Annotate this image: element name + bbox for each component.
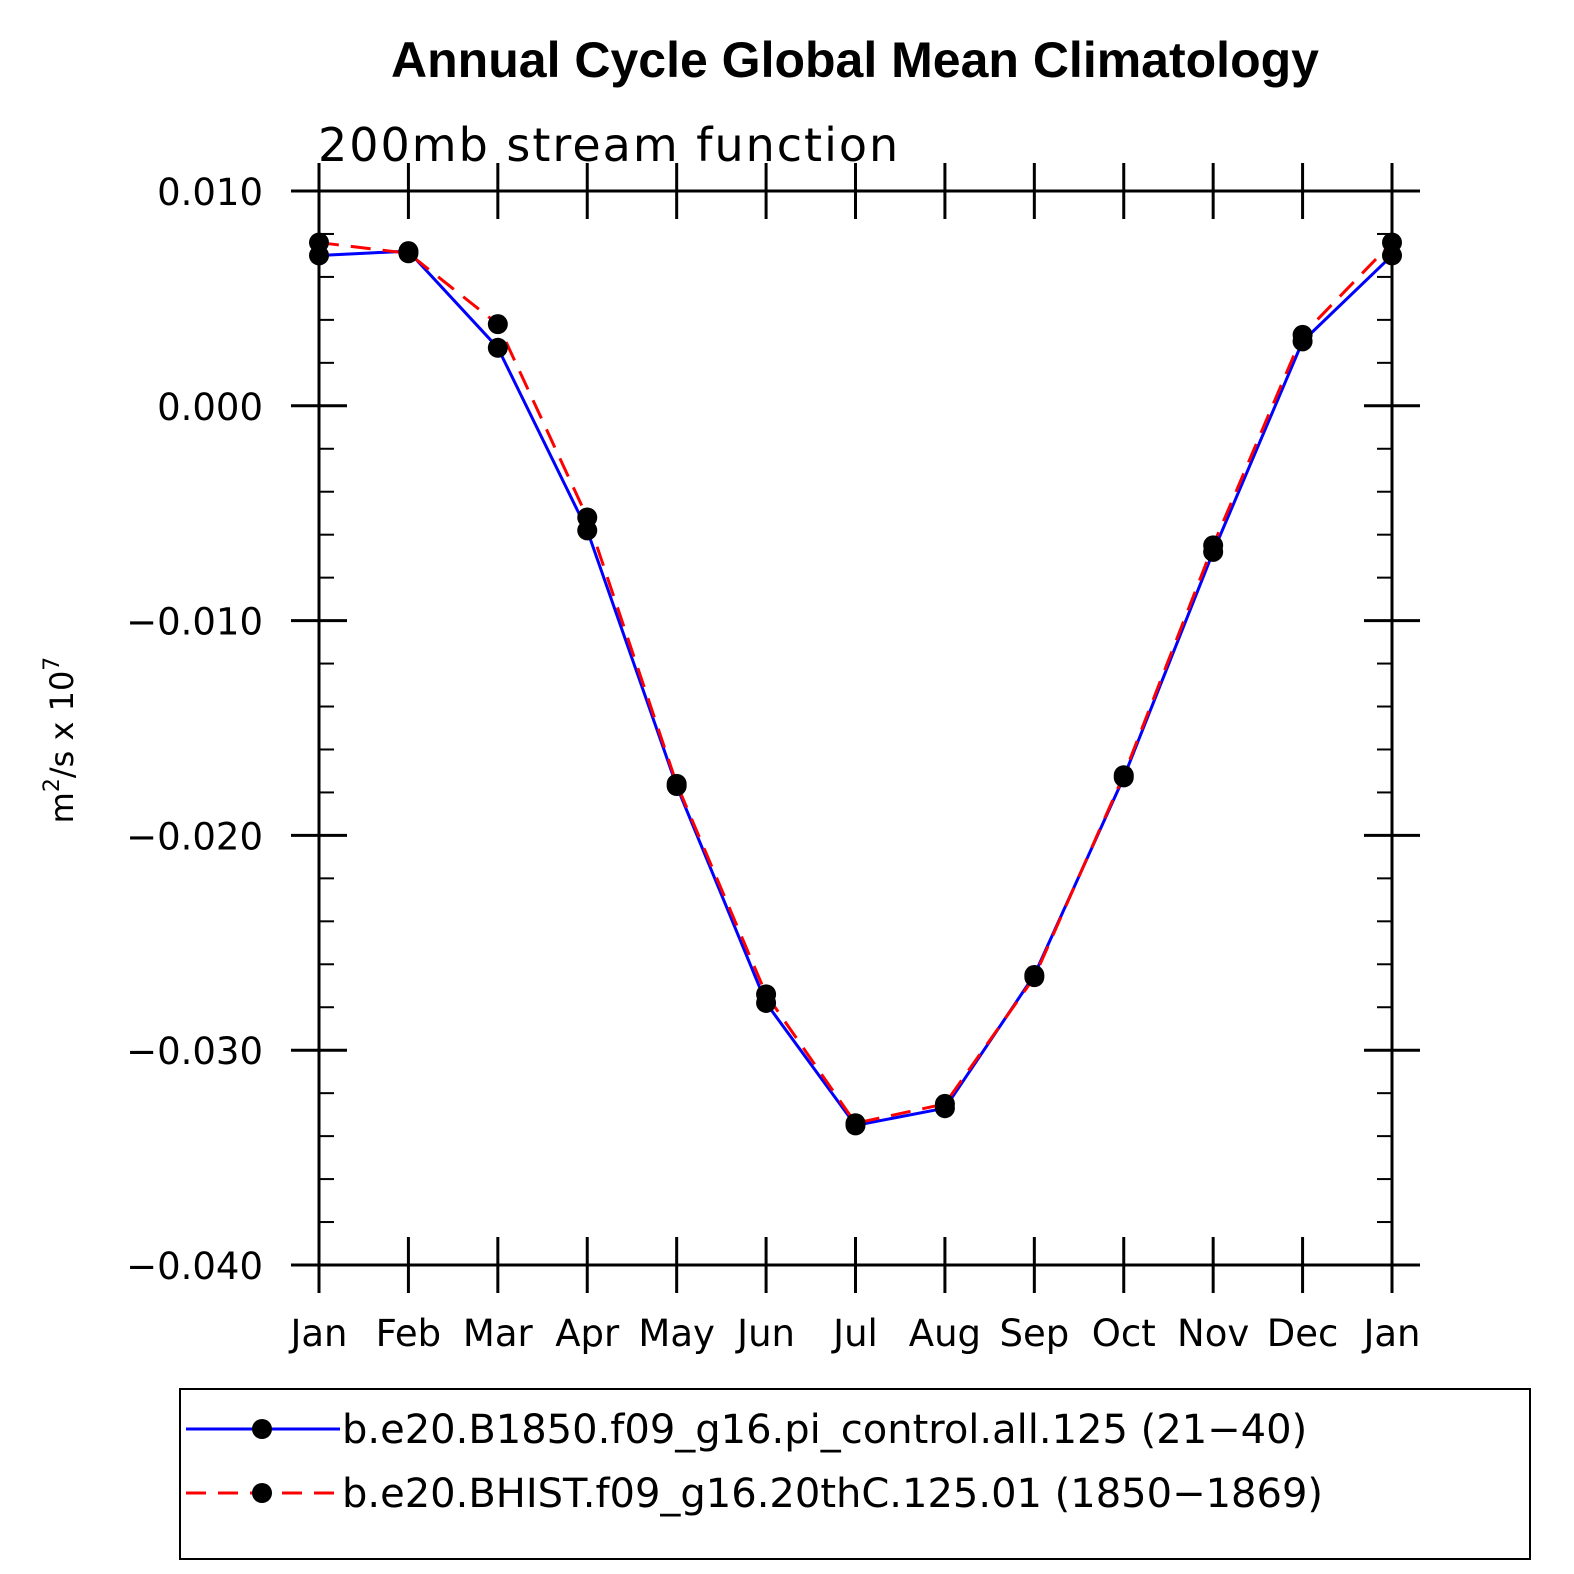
x-tick-label: Feb bbox=[376, 1312, 442, 1355]
series-lines bbox=[318, 241, 1394, 1127]
series-markers bbox=[309, 232, 1402, 1136]
y-tick-label: −0.010 bbox=[126, 601, 263, 644]
series-1-point bbox=[1024, 967, 1045, 988]
legend-marker-1 bbox=[252, 1483, 272, 1503]
series-1-point bbox=[666, 773, 687, 794]
x-tick-label: Dec bbox=[1267, 1312, 1339, 1355]
series-0-point bbox=[487, 337, 508, 358]
series-line-0 bbox=[318, 249, 1394, 1127]
x-tick-label: Aug bbox=[909, 1312, 981, 1355]
x-tick-label: Mar bbox=[463, 1312, 534, 1355]
chart-title: Annual Cycle Global Mean Climatology bbox=[391, 32, 1319, 88]
x-tick-label: Nov bbox=[1177, 1312, 1249, 1355]
svg-text:m2/s x 107: m2/s x 107 bbox=[40, 657, 81, 824]
y-tick-label: −0.040 bbox=[126, 1245, 263, 1288]
x-tick-labels: Jan Feb Mar Apr May Jun Jul Aug Sep Oct Nov Dec Jan bbox=[288, 1312, 1420, 1355]
series-1-point bbox=[845, 1113, 866, 1134]
series-1-point bbox=[309, 232, 329, 253]
ylabel-mid: /s x 10 bbox=[43, 671, 81, 778]
series-1-point bbox=[487, 314, 508, 335]
x-tick-label: Jul bbox=[831, 1312, 878, 1355]
series-1-point bbox=[1203, 535, 1224, 556]
ylabel-sup2: 7 bbox=[40, 657, 65, 671]
x-tick-label: Apr bbox=[555, 1312, 620, 1355]
x-tick-label: Jan bbox=[1361, 1312, 1420, 1355]
series-1-point bbox=[934, 1093, 955, 1114]
series-1-point bbox=[756, 984, 777, 1005]
ylabel-sup1: 2 bbox=[40, 778, 65, 792]
legend-label-0: b.e20.B1850.f09_g16.pi_control.all.125 (… bbox=[342, 1407, 1307, 1453]
y-tick-label: 0.000 bbox=[157, 386, 263, 429]
series-1-point bbox=[1292, 324, 1313, 345]
legend-label-1: b.e20.BHIST.f09_g16.20thC.125.01 (1850−1… bbox=[342, 1471, 1323, 1517]
ylabel-base: m bbox=[43, 792, 81, 823]
x-tick-label: May bbox=[638, 1312, 715, 1355]
legend-box bbox=[179, 1388, 1531, 1560]
series-1-point bbox=[1113, 765, 1134, 786]
legend-marker-0 bbox=[252, 1419, 272, 1439]
series-1-point bbox=[398, 243, 419, 264]
x-tick-label: Jan bbox=[288, 1312, 347, 1355]
chart-subtitle: 200mb stream function bbox=[318, 118, 900, 172]
series-1-point bbox=[1382, 232, 1402, 253]
axis-ticks bbox=[291, 163, 1420, 1293]
x-tick-label: Sep bbox=[999, 1312, 1069, 1355]
y-tick-label: 0.010 bbox=[157, 171, 263, 214]
x-tick-label: Oct bbox=[1092, 1312, 1156, 1355]
y-tick-labels: 0.010 0.000 −0.010 −0.020 −0.030 −0.040 bbox=[126, 171, 263, 1288]
legend: b.e20.B1850.f09_g16.pi_control.all.125 (… bbox=[179, 1388, 1531, 1560]
y-tick-label: −0.030 bbox=[126, 1030, 263, 1073]
plot-frame bbox=[317, 189, 1394, 1267]
y-axis-label: m2/s x 107 bbox=[40, 657, 81, 824]
y-tick-label: −0.020 bbox=[126, 815, 263, 858]
series-1-point bbox=[577, 507, 598, 528]
x-tick-label: Jun bbox=[735, 1312, 795, 1355]
series-line-1 bbox=[318, 241, 1394, 1125]
